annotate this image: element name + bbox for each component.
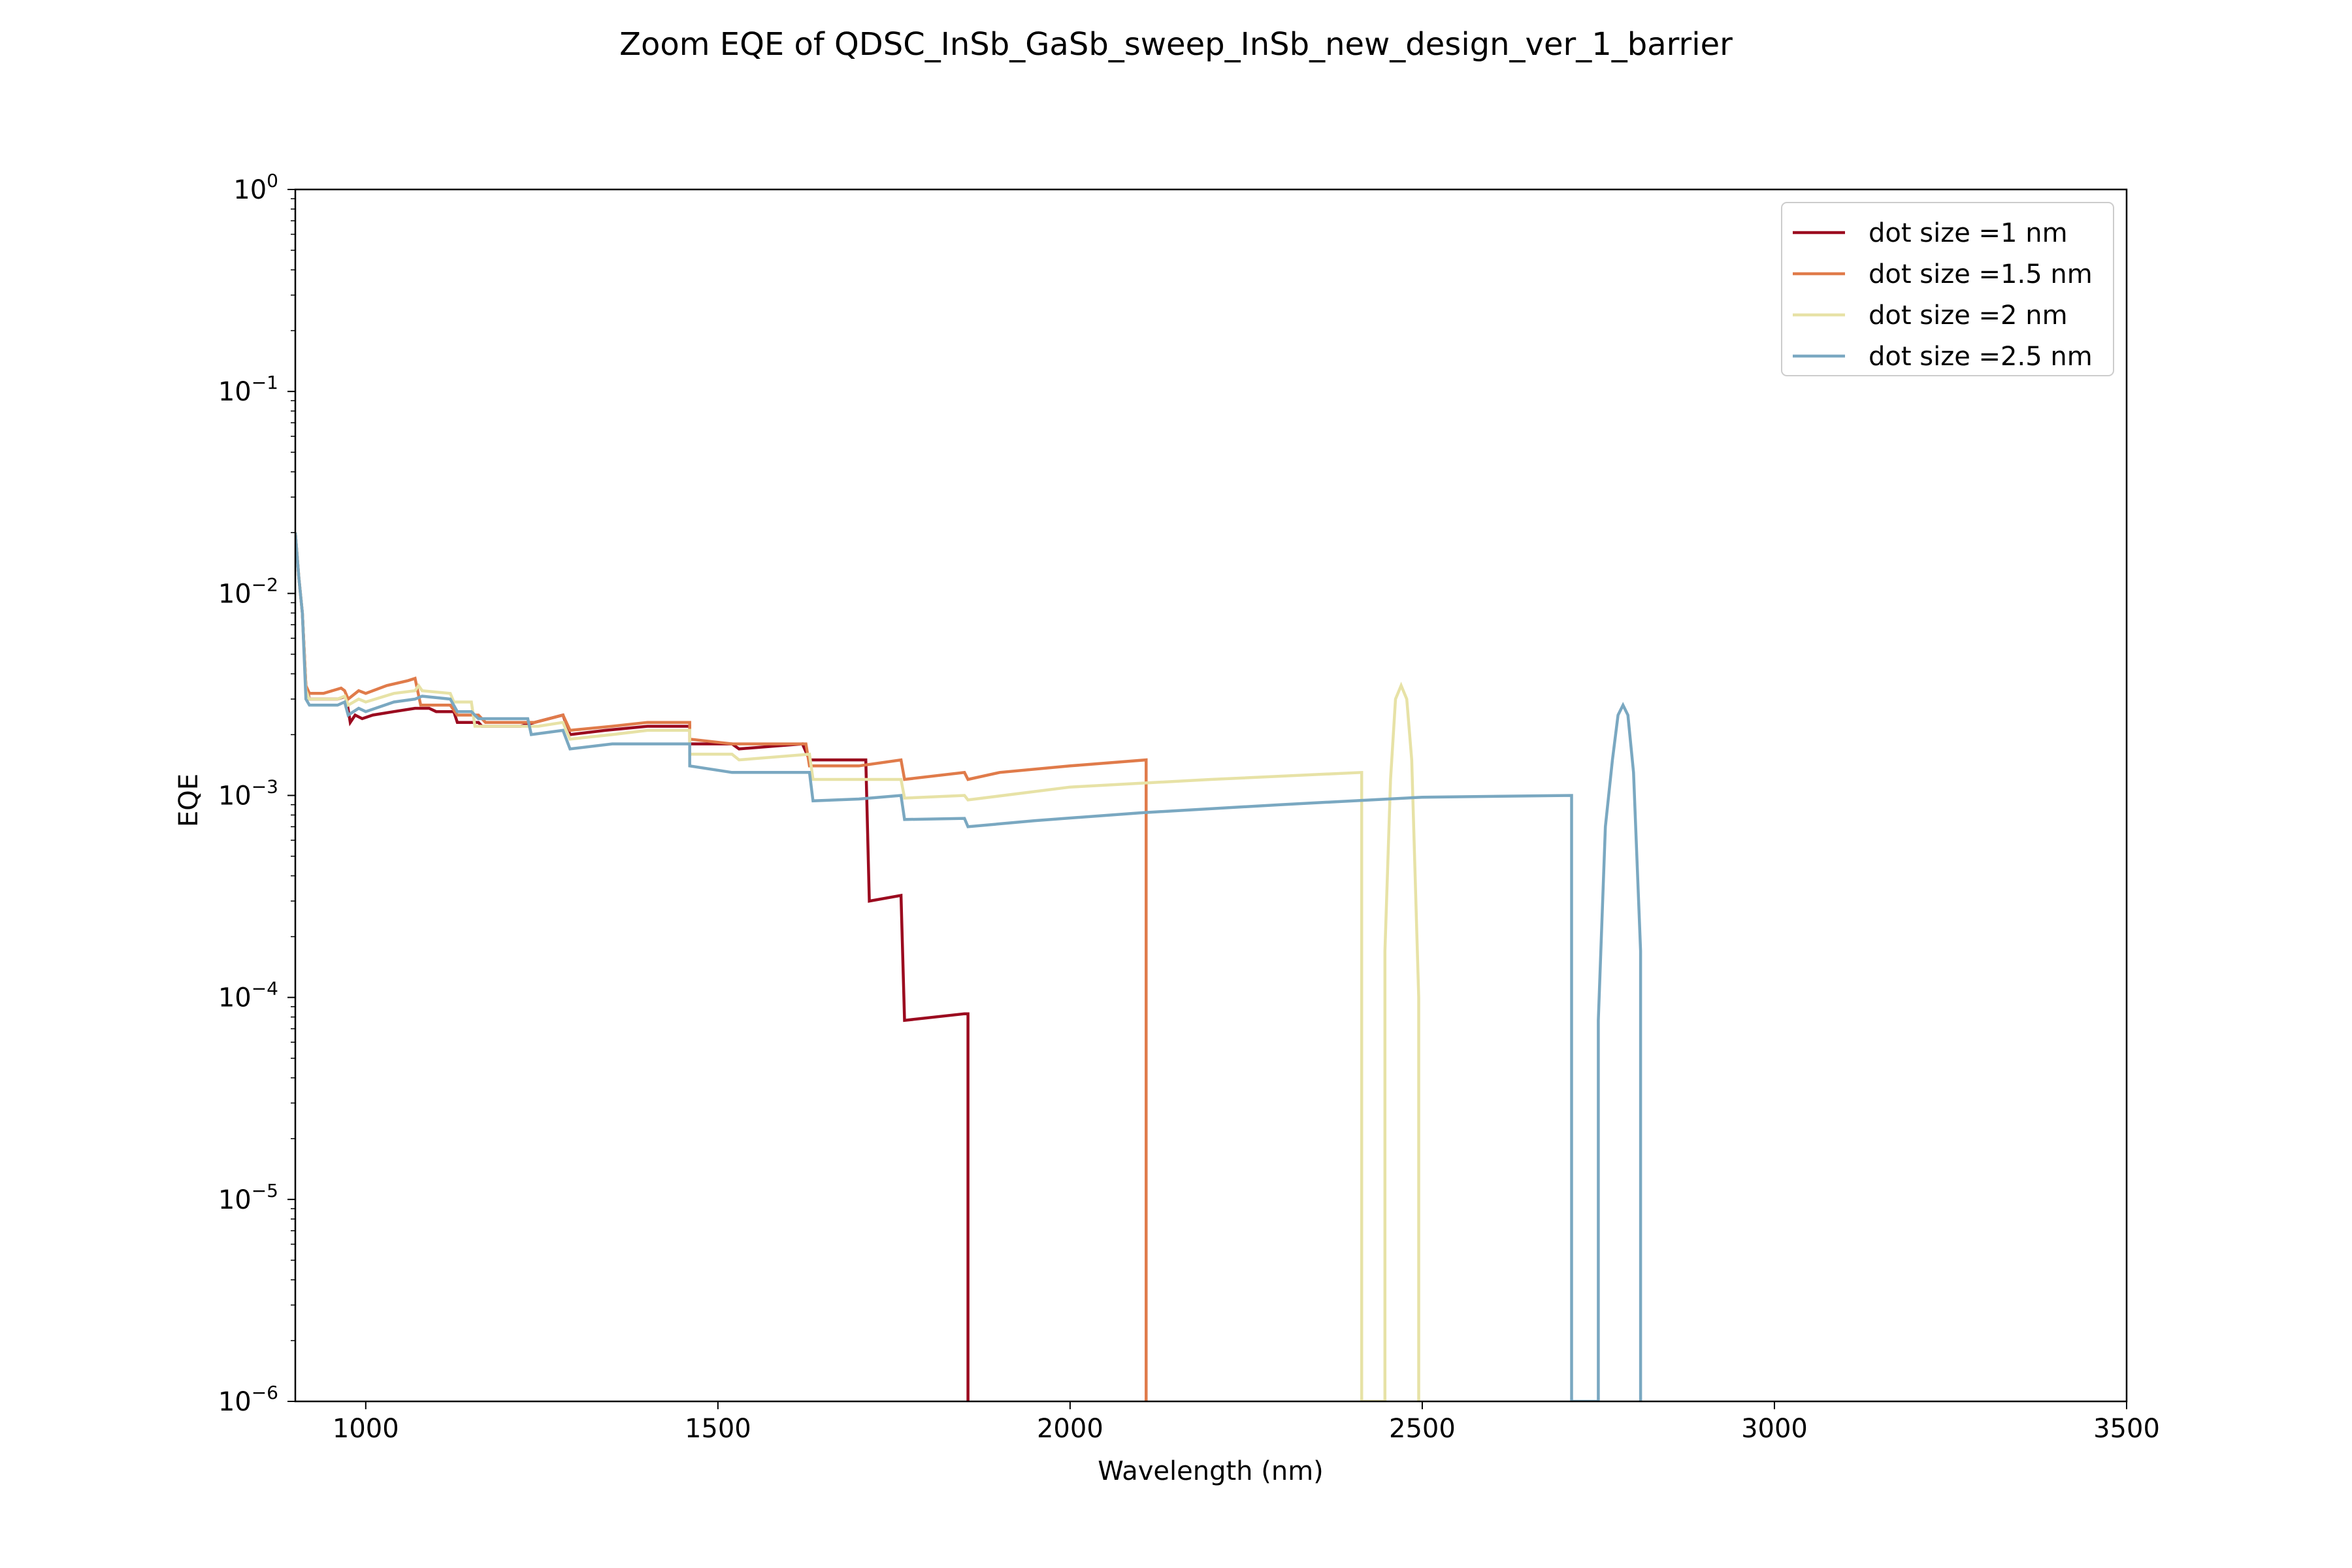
series-line-4 bbox=[295, 532, 1642, 1401]
y-tick-base: 10 bbox=[218, 1387, 252, 1417]
y-tick-exponent: −1 bbox=[252, 372, 278, 393]
y-tick-label: 10−2 bbox=[218, 574, 278, 609]
y-tick-base: 10 bbox=[218, 781, 252, 811]
x-axis: 1000 1500 2000 2500 3000 3500 bbox=[333, 1401, 2160, 1444]
y-axis-label: EQE bbox=[174, 774, 204, 827]
y-tick-label: 10−1 bbox=[218, 372, 278, 407]
y-tick-exponent: −3 bbox=[252, 776, 278, 798]
y-tick-base: 10 bbox=[218, 983, 252, 1013]
y-tick-label: 10−4 bbox=[218, 978, 278, 1013]
x-tick-label: 1000 bbox=[333, 1414, 399, 1444]
x-tick-label: 2000 bbox=[1037, 1414, 1103, 1444]
y-tick-base: 10 bbox=[218, 377, 252, 407]
y-tick-exponent: −6 bbox=[252, 1382, 278, 1403]
legend-entry-label: dot size =2 nm bbox=[1869, 301, 2068, 331]
legend-entry-label: dot size =1.5 nm bbox=[1869, 259, 2093, 289]
y-tick-exponent: −2 bbox=[252, 574, 278, 595]
legend-entry-label: dot size =2.5 nm bbox=[1869, 342, 2093, 372]
legend-entry-label: dot size =1 nm bbox=[1869, 218, 2068, 248]
legend: dot size =1 nm dot size =1.5 nm dot size =… bbox=[1781, 202, 2114, 376]
chart-title: Zoom EQE of QDSC_InSb_GaSb_sweep_InSb_ne… bbox=[619, 26, 1733, 63]
x-axis-label: Wavelength (nm) bbox=[1098, 1456, 1324, 1486]
y-tick-base: 10 bbox=[218, 1185, 252, 1215]
x-tick-label: 3500 bbox=[2093, 1414, 2160, 1444]
x-tick-label: 3000 bbox=[1741, 1414, 1808, 1444]
x-tick-label: 2500 bbox=[1389, 1414, 1456, 1444]
y-tick-label: 10−5 bbox=[218, 1180, 278, 1215]
x-tick-label: 1500 bbox=[685, 1414, 751, 1444]
y-tick-label: 10−6 bbox=[218, 1382, 278, 1417]
y-tick-exponent: −4 bbox=[252, 978, 278, 1000]
y-tick-label: 10−3 bbox=[218, 776, 278, 811]
y-tick-exponent: −5 bbox=[252, 1180, 278, 1201]
y-tick-base: 10 bbox=[218, 579, 252, 609]
y-tick-label: 100 bbox=[233, 170, 278, 205]
series-line-3 bbox=[295, 532, 1420, 1401]
y-tick-exponent: 0 bbox=[267, 170, 278, 191]
legend-box bbox=[1781, 202, 2114, 376]
y-tick-base: 10 bbox=[233, 175, 267, 205]
series-layer bbox=[295, 532, 1642, 1401]
